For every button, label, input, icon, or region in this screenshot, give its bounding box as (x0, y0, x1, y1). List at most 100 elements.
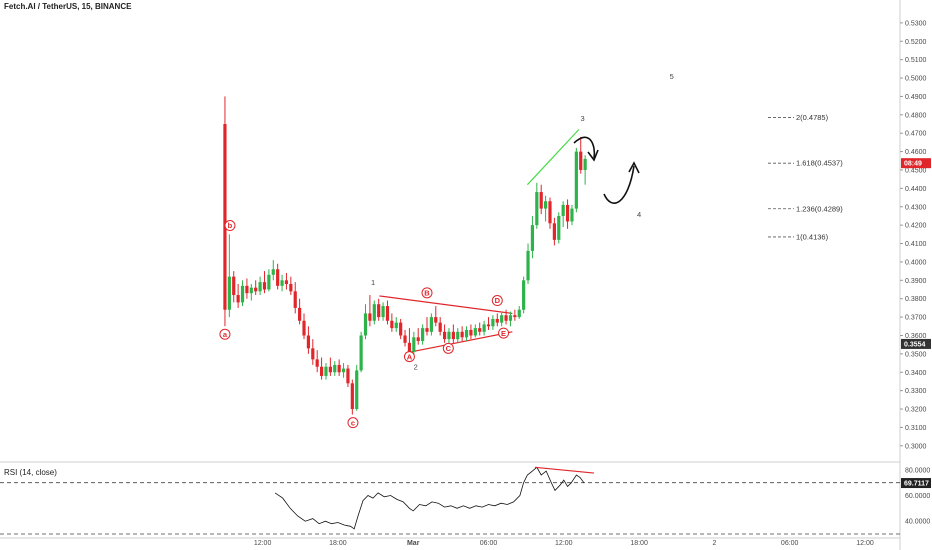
candle-body (223, 124, 227, 310)
candle-body (319, 366, 324, 376)
price-tick-label: 0.4800 (905, 112, 927, 119)
countdown-tag-text: 08:49 (904, 161, 922, 168)
candle-body (333, 364, 337, 373)
candle-body (328, 366, 332, 373)
wave-label-circle (421, 287, 433, 299)
candle-body (271, 269, 275, 275)
candle-body (486, 324, 491, 327)
candle-body (368, 313, 372, 321)
candle-body (377, 304, 381, 318)
candlestick-series (223, 96, 587, 415)
price-tick-label: 0.4200 (905, 223, 927, 230)
wave-label-circle (347, 417, 359, 429)
candle-body (276, 269, 280, 286)
wave-label-circle (442, 342, 454, 354)
candle-body (254, 287, 258, 292)
fib-level-label: 2(0.4785) (796, 113, 829, 122)
candle-body (324, 366, 328, 376)
rsi-line (274, 466, 585, 530)
candle-body (574, 151, 578, 209)
price-tick-label: 0.3000 (905, 443, 927, 450)
time-tick-label: 18:00 (630, 540, 648, 547)
chart-title: Fetch.AI / TetherUS, 15, BINANCE (4, 2, 132, 11)
time-tick-label: 06:00 (781, 540, 799, 547)
candle-body (522, 280, 526, 310)
candle-body (355, 370, 359, 410)
candle-body (245, 285, 249, 294)
time-tick-label: 18:00 (329, 540, 347, 547)
price-tick-label: 0.4600 (905, 149, 927, 156)
candle-body (530, 225, 535, 251)
candle-body (561, 204, 565, 216)
candle-body (249, 287, 253, 294)
rsi-pane: 80.0000 60.0000 40.0000 (0, 466, 930, 535)
candle-body (517, 309, 521, 318)
rsi-tick-label: 60.0000 (905, 493, 930, 500)
candle-body (565, 204, 570, 222)
wave-label-a: a (223, 330, 228, 339)
candle-body (548, 201, 552, 224)
candle-body (359, 335, 363, 371)
price-tick-label: 0.5300 (905, 20, 927, 27)
candle-body (482, 324, 486, 332)
candle-body (447, 331, 451, 340)
candle-body (267, 274, 271, 290)
candle-body (262, 282, 267, 290)
candle-body (284, 280, 289, 284)
candle-body (535, 192, 539, 226)
candle-body (473, 328, 477, 336)
candle-body (306, 335, 311, 349)
price-tick-label: 0.3100 (905, 425, 927, 432)
price-tick-label: 0.3300 (905, 388, 927, 395)
price-tick-label: 0.3900 (905, 278, 927, 285)
fib-extension-levels: 2(0.4785) 1.618(0.4537) 1.236(0.4289) 1(0.4… (768, 113, 843, 241)
wave-label-circle (219, 328, 231, 340)
candle-body (232, 276, 236, 296)
candle-body (539, 192, 543, 209)
price-tick-label: 0.5000 (905, 76, 927, 83)
candle-body (280, 280, 284, 286)
candle-body (469, 329, 473, 336)
candle-body (258, 282, 262, 292)
candle-body (341, 368, 346, 373)
candle-body (513, 315, 517, 318)
projection-arrows (573, 136, 640, 204)
candle-body (570, 208, 574, 222)
chart-grid (0, 0, 901, 550)
triangle-upper-line (379, 295, 513, 315)
price-tick-label: 0.3400 (905, 370, 927, 377)
candle-body (552, 223, 556, 240)
price-tick-label: 0.4500 (905, 167, 927, 174)
candle-body (403, 335, 407, 343)
wave-label-C: C (446, 344, 452, 353)
arrowhead-icon (628, 161, 640, 174)
price-tick-label: 0.3200 (905, 407, 927, 414)
price-tick-label: 0.4400 (905, 186, 927, 193)
candle-body (425, 328, 429, 332)
candle-body (311, 348, 315, 360)
candle-body (451, 331, 455, 340)
time-tick-label: 12:00 (254, 540, 272, 547)
last-price-tag (901, 338, 931, 349)
candle-body (385, 306, 390, 321)
candle-body (293, 291, 297, 308)
arrowhead-icon (587, 149, 599, 162)
candle-body (298, 307, 302, 321)
candle-body (394, 322, 398, 329)
wave-label-b: b (228, 221, 233, 230)
candle-body (495, 318, 499, 323)
wave-labels: a b c 1 2 3 4 5 A B C D E (219, 72, 674, 429)
candle-body (227, 276, 231, 310)
time-tick-label: Mar (407, 540, 420, 547)
wave-label-5: 5 (670, 72, 674, 81)
projection-curve-down (573, 136, 596, 159)
wave-label-circle (224, 220, 236, 232)
candle-body (350, 383, 354, 410)
wave-label-A: A (407, 352, 413, 361)
wave-label-D: D (495, 296, 501, 305)
wave-label-4: 4 (637, 210, 641, 219)
countdown-tag (901, 158, 931, 169)
price-tick-label: 0.3500 (905, 351, 927, 358)
candle-body (289, 283, 293, 292)
